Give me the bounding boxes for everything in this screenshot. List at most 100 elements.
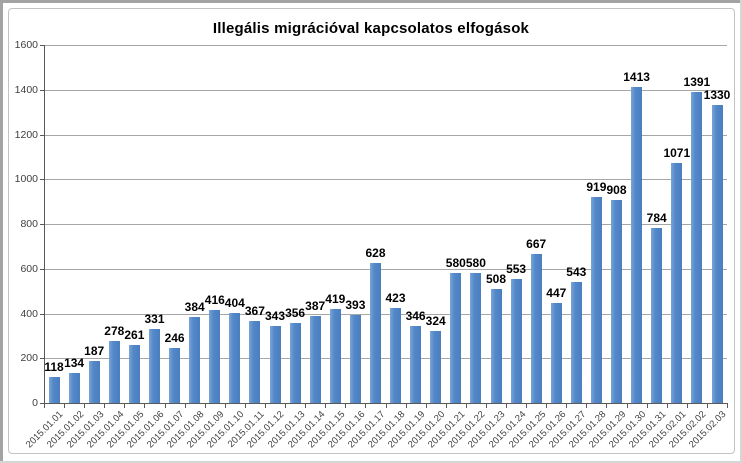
y-tick-label: 400 xyxy=(20,308,38,320)
bar xyxy=(309,316,321,403)
x-axis-tick xyxy=(446,404,447,408)
x-axis-tick xyxy=(205,404,206,408)
y-axis-tick xyxy=(40,45,44,46)
gridline xyxy=(44,135,727,136)
bar xyxy=(711,105,723,403)
bar xyxy=(450,273,462,403)
y-tick-label: 600 xyxy=(20,263,38,275)
x-axis-tick xyxy=(586,404,587,408)
bar-value-label: 447 xyxy=(546,286,567,300)
x-axis-tick xyxy=(667,404,668,408)
bar xyxy=(651,227,663,403)
window-edge-left xyxy=(0,0,3,463)
x-axis-tick xyxy=(104,404,105,408)
y-axis-tick xyxy=(40,224,44,225)
x-axis-tick xyxy=(386,404,387,408)
gridline xyxy=(44,358,727,359)
bar xyxy=(229,312,241,403)
bar-value-label: 261 xyxy=(124,327,145,342)
bar-value-label: 118 xyxy=(44,359,64,374)
bar-value-label: 384 xyxy=(184,300,205,315)
bar xyxy=(530,253,542,403)
bar-value-label: 543 xyxy=(566,264,587,279)
bar xyxy=(128,344,140,403)
bar-value-label: 628 xyxy=(365,245,386,260)
gridline xyxy=(44,314,727,315)
chart-title: Illegális migrációval kapcsolatos elfogá… xyxy=(212,20,530,37)
x-axis-tick xyxy=(44,404,45,408)
x-axis-tick xyxy=(325,404,326,408)
window-edge-bottom xyxy=(0,461,742,463)
x-axis-tick xyxy=(165,404,166,408)
bar xyxy=(631,86,643,403)
bar xyxy=(470,273,482,403)
bar xyxy=(349,315,361,403)
bar-value-label: 908 xyxy=(606,182,627,197)
bar-value-label: 1071 xyxy=(663,146,691,161)
y-tick-label: 1200 xyxy=(14,129,38,141)
bar-value-label: 324 xyxy=(425,313,446,328)
bar xyxy=(249,320,261,403)
bar-value-label: 278 xyxy=(104,323,125,338)
bar xyxy=(370,262,381,403)
bar-value-label: 346 xyxy=(405,308,426,323)
x-axis-tick xyxy=(627,404,628,408)
window-edge-right xyxy=(740,0,742,463)
bar-value-label: 580 xyxy=(445,256,466,271)
x-axis-tick xyxy=(606,404,607,408)
x-axis-tick xyxy=(245,404,246,408)
y-tick-label: 1000 xyxy=(14,173,38,185)
bar xyxy=(510,279,522,403)
y-axis-tick xyxy=(40,179,44,180)
bar xyxy=(68,373,80,403)
bar xyxy=(108,340,120,403)
x-axis-tick xyxy=(506,404,507,408)
x-axis-tick xyxy=(466,404,467,408)
bar xyxy=(269,326,281,403)
bar-value-label: 356 xyxy=(285,306,306,321)
x-axis-tick xyxy=(305,404,306,408)
gridline xyxy=(44,269,727,270)
x-axis-tick xyxy=(546,404,547,408)
bar xyxy=(329,309,341,403)
y-axis-tick xyxy=(40,269,44,270)
bar-value-label: 1330 xyxy=(703,88,731,103)
bar-value-label: 784 xyxy=(646,210,667,225)
bar xyxy=(149,328,160,403)
x-axis-tick xyxy=(486,404,487,408)
bar xyxy=(410,325,422,403)
x-axis-tick xyxy=(144,404,145,408)
bar-value-label: 1391 xyxy=(683,74,711,89)
bar-value-label: 416 xyxy=(204,292,225,307)
x-axis-tick xyxy=(285,404,286,408)
y-axis-tick xyxy=(40,90,44,91)
bar xyxy=(490,289,502,403)
gridline xyxy=(44,179,727,180)
x-axis-tick xyxy=(265,404,266,408)
bar-value-label: 246 xyxy=(164,331,185,345)
bar-value-label: 419 xyxy=(325,292,346,307)
x-axis-tick xyxy=(426,404,427,408)
x-axis-tick xyxy=(727,404,728,408)
bar xyxy=(289,323,301,403)
bar-value-label: 134 xyxy=(64,356,85,370)
gridline xyxy=(44,90,727,91)
bar-value-label: 423 xyxy=(385,291,406,306)
bar-value-label: 667 xyxy=(526,236,547,251)
x-axis-tick xyxy=(365,404,366,408)
x-axis-line xyxy=(44,403,728,404)
bar-value-label: 553 xyxy=(506,262,527,277)
bar-value-label: 343 xyxy=(264,309,286,324)
x-axis-tick xyxy=(345,404,346,408)
bar xyxy=(671,163,683,403)
x-axis-tick xyxy=(406,404,407,408)
y-tick-label: 200 xyxy=(20,352,38,364)
x-axis-tick xyxy=(124,404,125,408)
bar-value-label: 919 xyxy=(586,180,607,195)
x-axis-tick xyxy=(647,404,648,408)
y-tick-label: 1400 xyxy=(14,84,38,96)
bar xyxy=(570,281,582,403)
x-axis-tick xyxy=(225,404,226,408)
